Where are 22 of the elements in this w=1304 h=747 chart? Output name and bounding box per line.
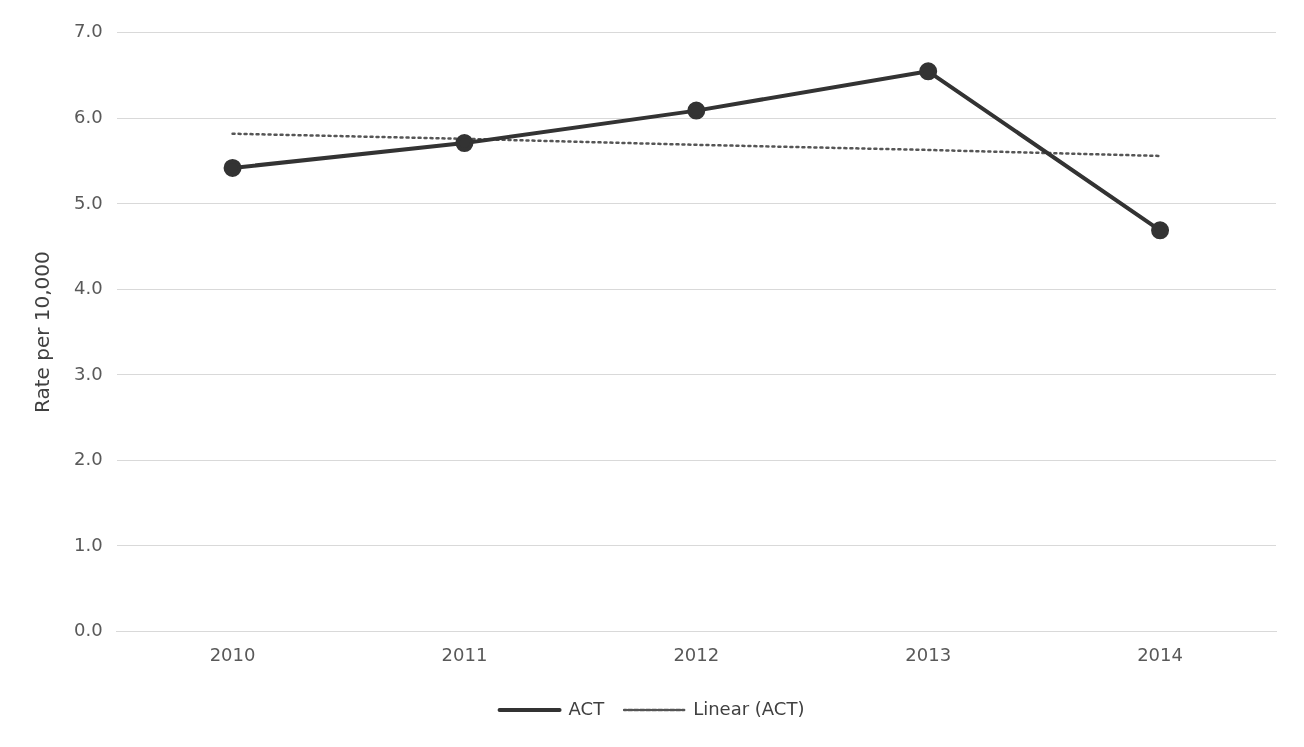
point <box>1151 221 1170 240</box>
x-tick-label: 2010 <box>209 643 256 665</box>
legend-label: ACT <box>568 697 606 719</box>
y-tick-label: 7.0 <box>73 20 103 42</box>
y-tick-label: 3.0 <box>73 362 103 384</box>
point <box>223 158 242 177</box>
x-tick-label: 2013 <box>905 643 952 665</box>
point <box>455 134 474 153</box>
y-tick-label: 5.0 <box>73 191 103 213</box>
y-tick-label: 4.0 <box>73 277 103 299</box>
point <box>687 101 706 120</box>
line-series <box>231 132 1162 158</box>
x-tick-label: 2014 <box>1137 643 1183 665</box>
y-tick-label: 1.0 <box>73 533 103 555</box>
y-tick-label: 2.0 <box>73 448 103 470</box>
x-tick-label: 2012 <box>673 643 720 665</box>
y-tick-label: 0.0 <box>73 619 103 641</box>
legend-label: Linear (ACT) <box>693 697 805 719</box>
y-axis-title: Rate per 10,000 <box>30 251 55 413</box>
x-tick-label: 2011 <box>441 643 488 665</box>
point <box>919 62 938 81</box>
y-tick-label: 6.0 <box>73 105 103 127</box>
